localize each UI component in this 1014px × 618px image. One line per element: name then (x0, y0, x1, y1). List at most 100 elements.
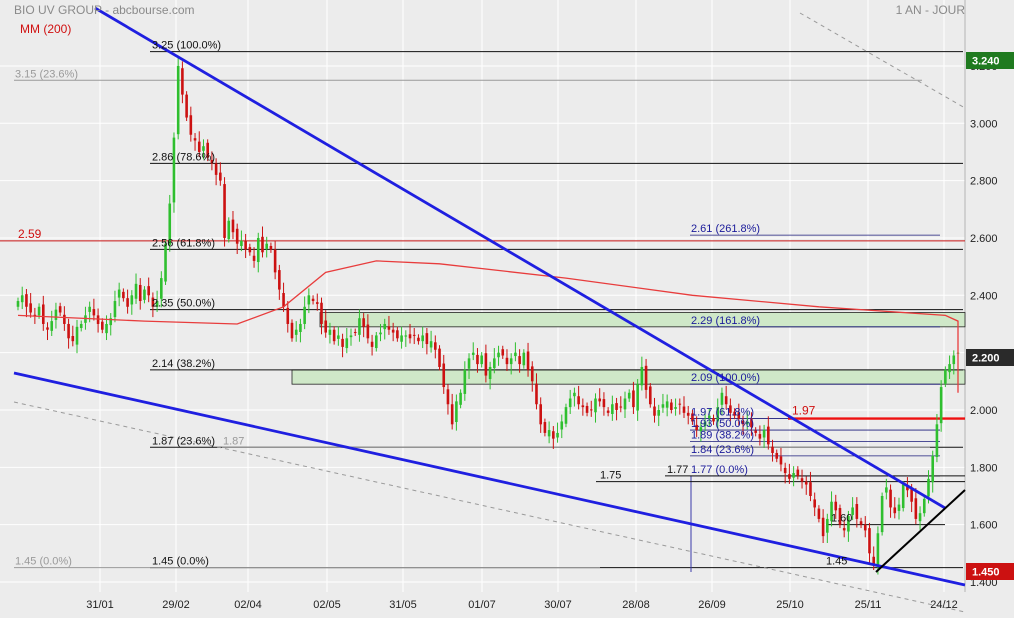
candle-body (202, 146, 205, 151)
candle-body (906, 485, 909, 491)
candle (345, 327, 349, 354)
candle (143, 286, 146, 304)
candle (754, 427, 757, 437)
candle-body (581, 405, 585, 408)
fib-ext-label: 2.61 (261.8%) (691, 223, 760, 235)
candle (509, 353, 513, 375)
candle-body (627, 392, 631, 399)
candle-body (320, 302, 323, 324)
candle-body (880, 495, 884, 533)
candle (817, 505, 821, 523)
candle (859, 517, 863, 529)
candle-body (404, 335, 408, 337)
candle-body (948, 364, 951, 373)
high-badge: 3.240 (966, 52, 1014, 69)
candle-body (779, 456, 783, 465)
x-tick-label: 30/07 (544, 599, 572, 611)
candle-body (767, 426, 770, 445)
candle (197, 131, 201, 158)
x-tick-label: 25/10 (776, 599, 804, 611)
fib-grey-label: 1.87 (223, 435, 244, 447)
candle (623, 391, 627, 419)
candle-body (476, 354, 479, 365)
candle-body (876, 533, 880, 566)
candle-body (817, 508, 821, 519)
candle (54, 302, 58, 329)
candle-body (573, 392, 576, 397)
fib-main-label: 1.87 (23.6%) (152, 435, 215, 447)
candle-body (606, 410, 610, 413)
candle (493, 348, 496, 374)
candle-body (391, 329, 395, 333)
candle-body (387, 326, 391, 330)
x-axis: 31/01 29/02 02/04 02/05 31/05 01/07 30/07 28/08… (86, 599, 958, 611)
candle-body (847, 516, 850, 532)
candle-body (122, 291, 125, 299)
candle-body (560, 421, 564, 430)
fib-ext-label: 2.29 (161.8%) (691, 315, 760, 327)
candle-body (185, 94, 188, 118)
candle (117, 282, 121, 307)
fib-ext-label: 1.89 (38.2%) (691, 430, 754, 442)
candle-body (16, 301, 20, 307)
candle (653, 397, 656, 423)
candle-body (720, 392, 724, 405)
candle (138, 278, 142, 310)
candle (779, 447, 783, 472)
candle-body (918, 513, 922, 522)
candle-body (611, 404, 614, 414)
candle-body (446, 389, 450, 405)
candle-body (657, 409, 661, 416)
candle (185, 91, 188, 121)
candle (585, 402, 589, 417)
candle-body (467, 358, 471, 369)
candle-body (868, 528, 871, 554)
candle (804, 476, 808, 495)
uptrend-line (875, 489, 966, 573)
candle (834, 494, 838, 519)
fib-main-label: 3.25 (100.0%) (152, 40, 221, 52)
candle-body (396, 330, 399, 339)
candle (172, 132, 176, 213)
fib-labels: 2.59 3.25 (100.0%) 2.86 (78.6%) 2.56 (61.8%… (15, 40, 852, 568)
candle-body (138, 284, 142, 302)
candle (842, 519, 846, 538)
candle-body (315, 302, 319, 304)
candle (893, 497, 897, 519)
candle-body (223, 184, 226, 238)
y-axis: 3.2003.0002.8002.6002.4002.2002.0001.800… (970, 61, 998, 589)
candle (800, 469, 804, 489)
candle-body (889, 489, 892, 508)
candle (210, 151, 214, 171)
grid-lines (0, 0, 966, 592)
candle (223, 177, 226, 247)
candle (644, 358, 648, 399)
candle (168, 194, 172, 252)
candle (522, 349, 526, 369)
level-label: 1.75 (600, 470, 621, 482)
candle (261, 226, 264, 258)
fib-main-label: 2.14 (38.2%) (152, 358, 215, 370)
candle-body (294, 329, 298, 335)
candle (269, 242, 273, 253)
candle (41, 295, 45, 331)
candle-body (261, 236, 264, 253)
candle (240, 230, 243, 252)
candle-body (636, 384, 639, 411)
candle-body (577, 396, 580, 405)
candle-body (126, 298, 129, 307)
downtrend-line (94, 6, 946, 510)
candle-body (463, 369, 467, 394)
candle (914, 487, 918, 525)
candle-body (84, 315, 87, 323)
candle-body (922, 498, 926, 514)
candle (412, 327, 416, 345)
candle (16, 297, 20, 311)
ma-legend: MM (200) (20, 22, 71, 36)
candle (636, 379, 639, 421)
candle (484, 344, 488, 383)
candle (425, 327, 429, 355)
candle (219, 162, 222, 186)
candle (611, 395, 614, 421)
candle (868, 522, 871, 564)
